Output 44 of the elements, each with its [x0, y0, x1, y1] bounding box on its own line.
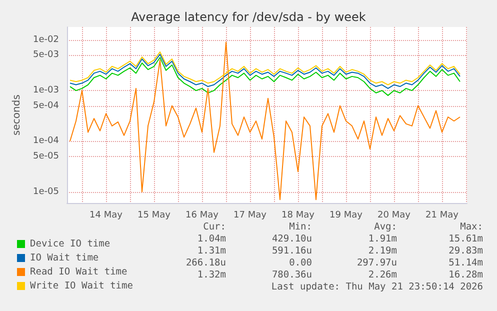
- y-tick-label: 5e-05: [33, 151, 59, 162]
- y-tick-label: 1e-02: [33, 34, 59, 45]
- text: Cur:: [203, 222, 226, 232]
- text: Last update: Thu May 21 23:50:14 2026: [271, 282, 484, 292]
- x-tick-label: 15 May: [138, 210, 172, 220]
- text: 1.31m: [197, 246, 226, 256]
- text: 16.28m: [448, 270, 484, 280]
- text: Min:: [289, 222, 312, 232]
- y-tick-label: 1e-05: [33, 186, 59, 197]
- legend-label: Device IO time: [30, 238, 110, 250]
- y-tick-label: 1e-04: [33, 136, 60, 146]
- text: 15.61m: [448, 234, 484, 244]
- text: 0.00: [289, 258, 312, 268]
- text: Avg:: [374, 222, 397, 232]
- line-series: [70, 42, 460, 200]
- text: 780.36u: [272, 270, 312, 280]
- text: 29.83m: [448, 246, 484, 256]
- text: 2.26m: [368, 270, 398, 280]
- text: 2.19m: [368, 246, 398, 256]
- text: 1.04m: [197, 234, 226, 244]
- text: 51.14m: [448, 258, 484, 268]
- text: 297.97u: [356, 258, 397, 268]
- text: 591.16u: [272, 246, 312, 256]
- text: 1.32m: [197, 270, 226, 280]
- chart-title: Average latency for /dev/sda - by week: [131, 10, 366, 24]
- text: 429.10u: [272, 234, 312, 244]
- x-tick-label: 17 May: [234, 210, 268, 220]
- text: 1.91m: [368, 234, 398, 244]
- y-tick-label: 1e-03: [33, 86, 59, 96]
- x-tick-label: 20 May: [378, 210, 412, 220]
- x-tick-label: 19 May: [330, 210, 364, 220]
- y-tick-label: 5e-03: [33, 50, 59, 60]
- legend-label: IO Wait time: [30, 252, 99, 264]
- x-tick-label: 14 May: [90, 210, 124, 220]
- text: 266.18u: [186, 258, 226, 268]
- line-series: [70, 56, 460, 96]
- legend-label: Read IO Wait time: [30, 266, 128, 278]
- y-axis-title: seconds: [12, 94, 23, 136]
- y-tick-label: 5e-04: [33, 100, 60, 111]
- legend-label: Write IO Wait time: [30, 280, 134, 292]
- x-tick-label: 16 May: [186, 210, 220, 220]
- x-tick-label: 18 May: [282, 210, 316, 220]
- x-tick-label: 21 May: [426, 210, 460, 220]
- text: Max:: [460, 222, 483, 232]
